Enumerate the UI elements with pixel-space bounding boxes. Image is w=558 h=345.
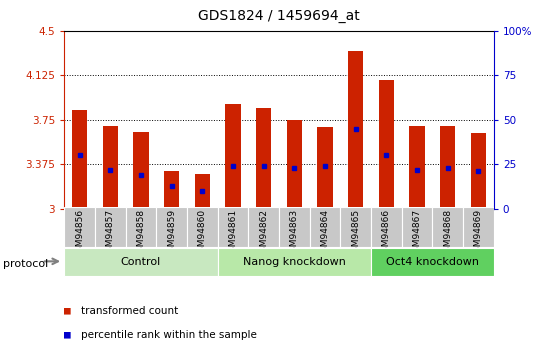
Bar	[310, 207, 340, 247]
Text: GSM94859: GSM94859	[167, 209, 176, 258]
Bar	[133, 132, 148, 209]
Text: Nanog knockdown: Nanog knockdown	[243, 257, 346, 267]
Bar	[348, 51, 363, 209]
Bar	[218, 207, 248, 247]
Bar	[371, 207, 402, 247]
Bar	[64, 207, 95, 247]
Bar	[287, 120, 302, 209]
Text: GSM94867: GSM94867	[412, 209, 422, 258]
Text: GSM94869: GSM94869	[474, 209, 483, 258]
Text: GSM94862: GSM94862	[259, 209, 268, 258]
Text: GSM94864: GSM94864	[320, 209, 330, 258]
Text: GDS1824 / 1459694_at: GDS1824 / 1459694_at	[198, 9, 360, 23]
Bar	[248, 207, 279, 247]
Text: GSM94868: GSM94868	[443, 209, 453, 258]
Text: percentile rank within the sample: percentile rank within the sample	[81, 330, 257, 339]
Text: transformed count: transformed count	[81, 306, 178, 315]
Bar	[402, 207, 432, 247]
Bar	[279, 207, 310, 247]
Bar	[103, 126, 118, 209]
Text: GSM94857: GSM94857	[105, 209, 115, 258]
Text: ■: ■	[64, 306, 78, 315]
Bar	[218, 248, 371, 276]
Bar	[432, 207, 463, 247]
Bar	[471, 133, 486, 209]
Text: GSM94856: GSM94856	[75, 209, 84, 258]
Bar	[195, 174, 210, 209]
Bar	[340, 207, 371, 247]
Bar	[379, 80, 394, 209]
Bar	[95, 207, 126, 247]
Bar	[440, 126, 455, 209]
Bar	[187, 207, 218, 247]
Bar	[371, 248, 494, 276]
Text: Oct4 knockdown: Oct4 knockdown	[386, 257, 479, 267]
Text: protocol: protocol	[3, 259, 48, 269]
Bar	[64, 248, 218, 276]
Text: GSM94861: GSM94861	[228, 209, 238, 258]
Text: GSM94860: GSM94860	[198, 209, 207, 258]
Bar	[463, 207, 494, 247]
Text: GSM94866: GSM94866	[382, 209, 391, 258]
Bar	[256, 108, 271, 209]
Bar	[225, 105, 240, 209]
Text: GSM94865: GSM94865	[351, 209, 360, 258]
Bar	[72, 110, 87, 209]
Bar	[164, 171, 179, 209]
Bar	[156, 207, 187, 247]
Text: ■: ■	[64, 330, 78, 339]
Text: Control: Control	[121, 257, 161, 267]
Text: GSM94863: GSM94863	[290, 209, 299, 258]
Bar	[318, 127, 333, 209]
Text: GSM94858: GSM94858	[136, 209, 146, 258]
Bar	[126, 207, 156, 247]
Bar	[410, 126, 425, 209]
